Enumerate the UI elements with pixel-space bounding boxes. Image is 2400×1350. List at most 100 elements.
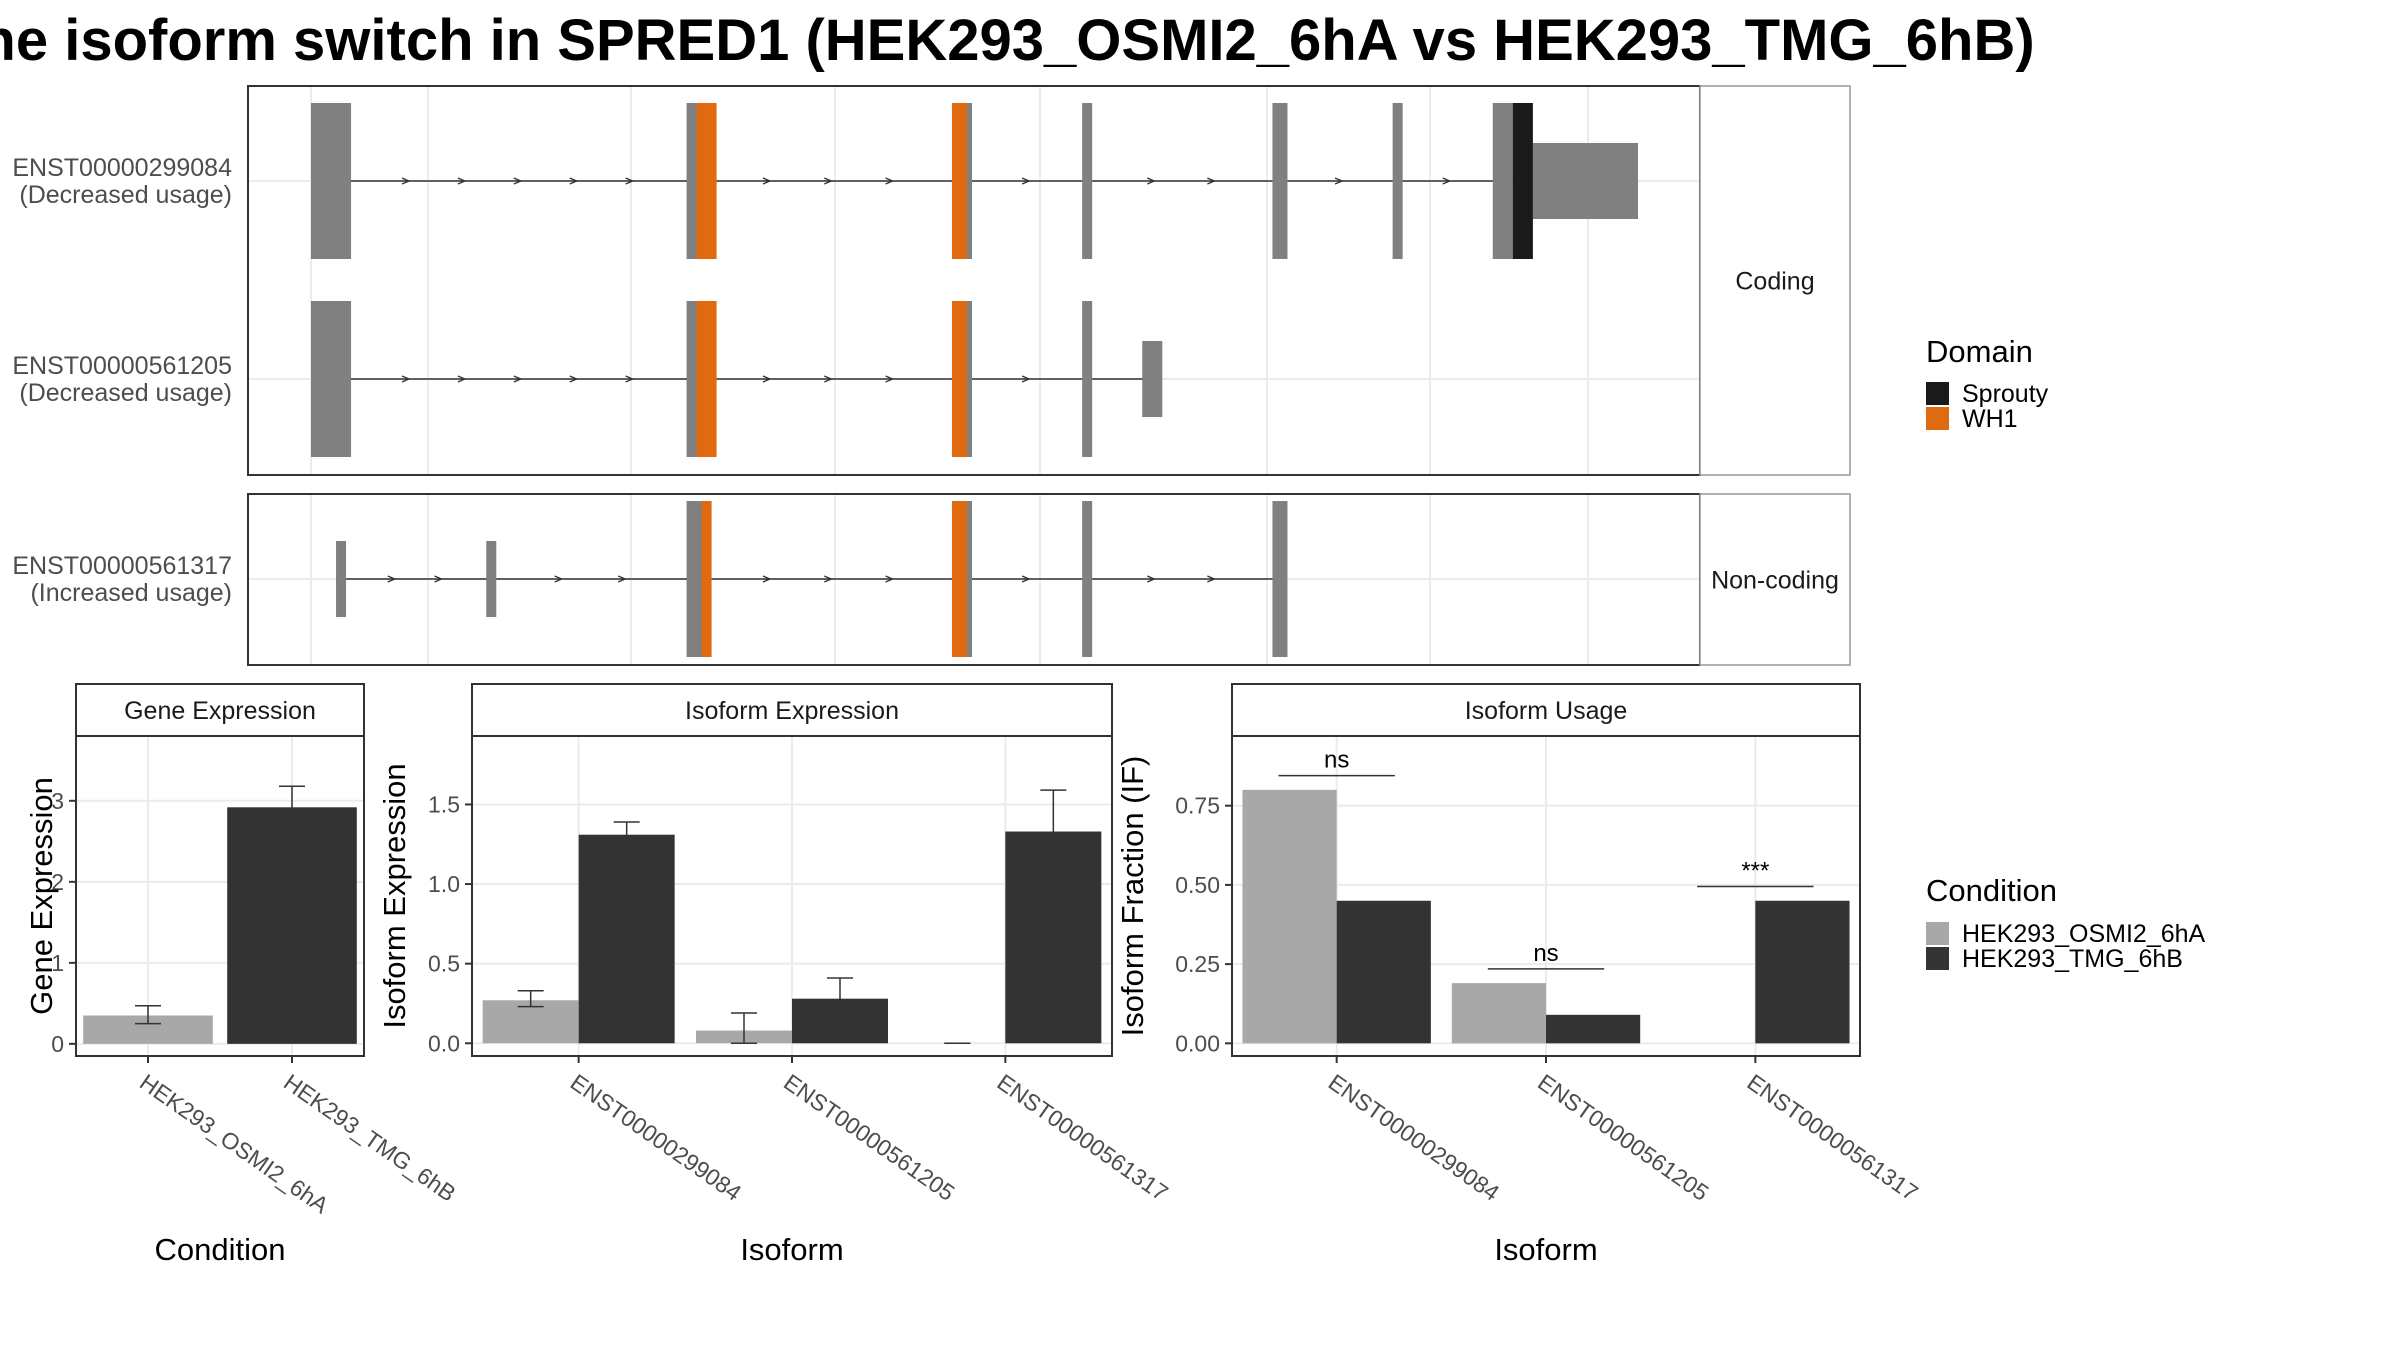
structure-panel-bg bbox=[248, 86, 1700, 475]
domain-legend-label: Sprouty bbox=[1962, 380, 2049, 408]
y-tick-label: 0.25 bbox=[1175, 951, 1220, 977]
sprouty-domain bbox=[1512, 103, 1533, 259]
y-tick-label: 1.0 bbox=[428, 871, 460, 897]
x-tick-label: ENST00000299084 bbox=[566, 1069, 747, 1206]
group-strip bbox=[1699, 493, 1851, 666]
intron-arrow bbox=[824, 375, 833, 383]
intron-arrow bbox=[401, 375, 411, 383]
intron-arrow bbox=[1021, 177, 1031, 185]
domain-legend-title: Domain bbox=[1926, 334, 2033, 369]
exon bbox=[1492, 103, 1513, 259]
intron-arrow bbox=[1334, 177, 1344, 185]
wh1-domain bbox=[696, 301, 717, 457]
y-tick-label: 0.50 bbox=[1175, 872, 1220, 898]
y-tick-label: 0.00 bbox=[1175, 1030, 1220, 1056]
exon bbox=[1082, 501, 1093, 657]
bar-b bbox=[1546, 1014, 1641, 1044]
y-tick-label: 0.0 bbox=[428, 1030, 460, 1056]
intron-arrow bbox=[457, 375, 467, 383]
intron-arrow bbox=[457, 177, 467, 185]
x-tick-label: ENST00000561205 bbox=[779, 1069, 959, 1206]
intron-arrow bbox=[885, 177, 895, 185]
intron-arrow bbox=[434, 575, 444, 583]
exon bbox=[311, 103, 352, 259]
x-axis-title: Isoform bbox=[1494, 1232, 1597, 1267]
facet-strip bbox=[1231, 683, 1861, 737]
isoform-usage-label: (Decreased usage) bbox=[19, 181, 232, 209]
intron-arrow bbox=[625, 177, 635, 185]
intron-arrow bbox=[1207, 575, 1217, 583]
exon bbox=[1272, 103, 1288, 259]
intron-arrow bbox=[885, 375, 895, 383]
condition-legend-title: Condition bbox=[1926, 873, 2057, 908]
exon bbox=[1532, 143, 1638, 219]
facet-strip-label: Isoform Expression bbox=[685, 697, 899, 725]
exon bbox=[1272, 501, 1288, 657]
intron-arrow bbox=[1147, 177, 1156, 185]
intron-arrow bbox=[824, 177, 833, 185]
facet-strip-label: Gene Expression bbox=[124, 697, 316, 725]
isoform-id-label: ENST00000561205 bbox=[12, 352, 232, 380]
intron-arrow bbox=[1207, 177, 1217, 185]
figure-title: The isoform switch in SPRED1 (HEK293_OSM… bbox=[0, 8, 2035, 73]
exon bbox=[1392, 103, 1403, 259]
y-tick-label: 1.5 bbox=[428, 791, 460, 817]
y-tick-label: 1 bbox=[51, 950, 64, 976]
x-tick-label: ENST00000561317 bbox=[992, 1069, 1172, 1206]
bar-b bbox=[1755, 900, 1850, 1044]
intron-arrow bbox=[762, 177, 772, 185]
exon bbox=[311, 301, 352, 457]
group-label: Non-coding bbox=[1711, 567, 1839, 595]
x-tick-label: ENST00000299084 bbox=[1324, 1069, 1505, 1206]
domain-legend-key bbox=[1926, 382, 1949, 405]
bar-a bbox=[482, 1000, 579, 1044]
exon bbox=[1082, 103, 1093, 259]
intron-arrow bbox=[1442, 177, 1452, 185]
intron-arrow bbox=[1021, 375, 1031, 383]
domain-legend-label: WH1 bbox=[1962, 405, 2018, 433]
intron-arrow bbox=[824, 575, 833, 583]
bar bbox=[227, 807, 357, 1044]
isoform-usage-label: (Increased usage) bbox=[30, 579, 232, 607]
condition-legend-key bbox=[1926, 922, 1949, 945]
intron-arrow bbox=[885, 575, 895, 583]
isoform-structure-panel: ENST00000299084(Decreased usage) ENST0000… bbox=[12, 85, 1851, 666]
group-strip bbox=[1699, 85, 1851, 476]
bar-a bbox=[1242, 789, 1337, 1044]
intron-arrow bbox=[1021, 575, 1031, 583]
facet-strip bbox=[75, 683, 365, 737]
exon bbox=[1082, 301, 1093, 457]
wh1-domain bbox=[951, 301, 967, 457]
condition-legend-key bbox=[1926, 947, 1949, 970]
intron-arrow bbox=[617, 575, 627, 583]
y-tick-label: 2 bbox=[51, 869, 64, 895]
domain-legend-key bbox=[1926, 407, 1949, 430]
y-tick-label: 3 bbox=[51, 788, 64, 814]
wh1-domain bbox=[696, 103, 717, 259]
y-axis-title: Isoform Fraction (IF) bbox=[1115, 756, 1150, 1037]
y-axis-title: Gene Expression bbox=[24, 777, 59, 1015]
intron-arrow bbox=[569, 375, 579, 383]
isoform-id-label: ENST00000561317 bbox=[12, 552, 232, 580]
y-tick-label: 0 bbox=[51, 1031, 64, 1057]
intron-arrow bbox=[387, 575, 397, 583]
bar-a bbox=[1451, 983, 1546, 1044]
x-axis-title: Condition bbox=[155, 1232, 286, 1267]
intron-arrow bbox=[513, 177, 523, 185]
wh1-domain bbox=[701, 501, 712, 657]
wh1-domain bbox=[951, 103, 967, 259]
significance-label: ns bbox=[1324, 747, 1349, 774]
condition-legend-label: HEK293_TMG_6hB bbox=[1962, 945, 2183, 973]
x-tick-label: ENST00000561205 bbox=[1533, 1069, 1713, 1206]
group-label: Coding bbox=[1735, 268, 1814, 296]
wh1-domain bbox=[951, 501, 967, 657]
y-tick-label: 0.75 bbox=[1175, 793, 1220, 819]
intron-arrow bbox=[554, 575, 564, 583]
significance-label: ns bbox=[1533, 940, 1558, 967]
intron-arrow bbox=[401, 177, 411, 185]
isoform-id-label: ENST00000299084 bbox=[12, 154, 232, 182]
intron-arrow bbox=[625, 375, 635, 383]
exon bbox=[486, 541, 497, 617]
